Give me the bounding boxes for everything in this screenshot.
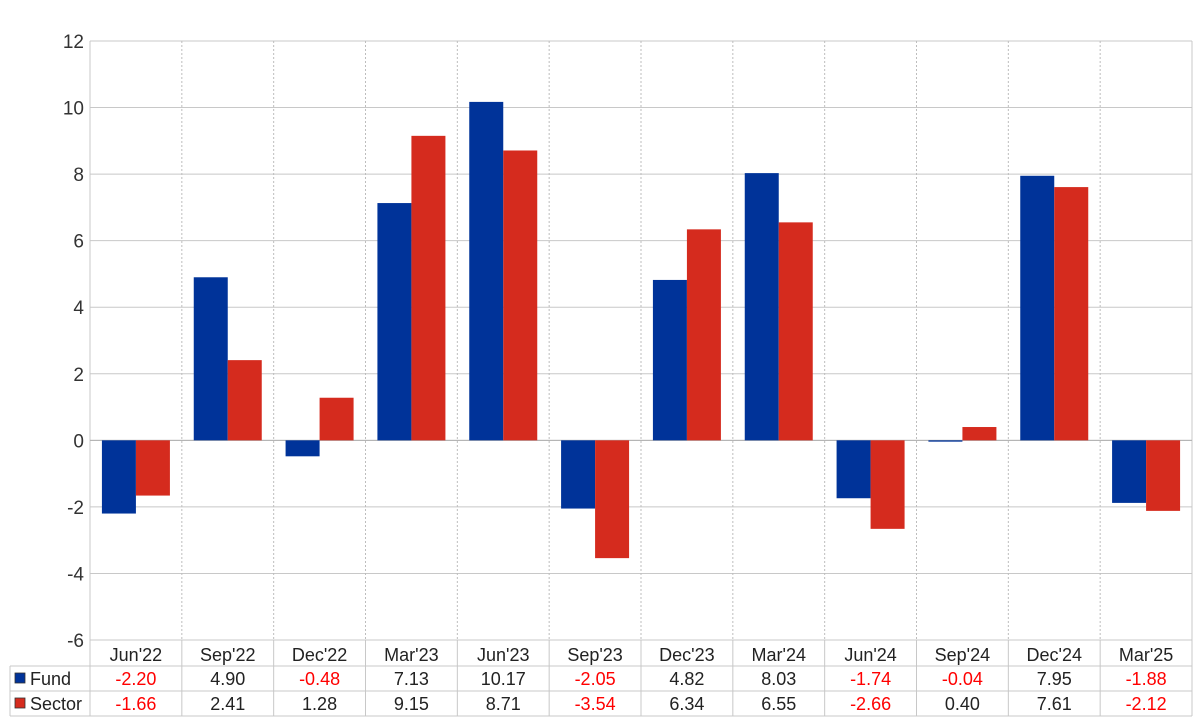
bar-fund-Dec24: [1020, 175, 1055, 441]
bar-sector-Mar23: [411, 135, 446, 441]
table-value-fund: 4.90: [210, 669, 245, 689]
bar-sector-Mar24: [778, 222, 813, 441]
table-value-sector: -3.54: [575, 694, 616, 714]
bar-sector-Sep22: [227, 360, 262, 441]
bar-sector-Dec24: [1054, 187, 1089, 441]
y-tick-label: 0: [73, 431, 84, 452]
table-value-fund: -2.05: [575, 669, 616, 689]
bar-fund-Mar25: [1112, 440, 1147, 503]
x-tick-label: Jun'22: [110, 645, 162, 665]
data-table: Jun'22 Sep'22 Dec'22 Mar'23 Jun'23 Sep'23 Dec'…: [9, 640, 1192, 717]
legend-swatch-fund: [14, 672, 26, 684]
table-value-sector: 6.34: [669, 694, 704, 714]
y-tick-label: -6: [67, 631, 84, 652]
table-value-fund: -0.48: [299, 669, 340, 689]
table-value-fund: 10.17: [481, 669, 526, 689]
y-tick-label: 6: [73, 232, 84, 253]
table-value-fund: 7.95: [1037, 669, 1072, 689]
bar-sector-Mar25: [1146, 440, 1181, 511]
table-value-sector: 9.15: [394, 694, 429, 714]
y-tick-label: -4: [67, 564, 84, 585]
table-value-fund: -1.74: [850, 669, 891, 689]
bar-sector-Jun22: [135, 440, 170, 496]
table-value-fund: 4.82: [669, 669, 704, 689]
table-value-fund: 7.13: [394, 669, 429, 689]
y-axis: -6 -4 -2 0 2 4 6 8 10 12: [63, 32, 85, 652]
bar-fund-Jun24: [836, 440, 871, 499]
table-value-sector: 1.28: [302, 694, 337, 714]
y-tick-label: 12: [63, 32, 84, 53]
y-tick-label: 2: [73, 365, 84, 386]
x-tick-label: Dec'24: [1027, 645, 1082, 665]
y-tick-label: 10: [63, 99, 84, 120]
grid-layer: [89, 40, 1193, 716]
y-tick-label: -2: [67, 498, 84, 519]
x-tick-label: Sep'24: [935, 645, 991, 665]
table-value-sector: 7.61: [1037, 694, 1072, 714]
bars-layer: [101, 101, 1181, 559]
x-tick-label: Sep'23: [567, 645, 623, 665]
x-tick-label: Jun'23: [477, 645, 529, 665]
bar-sector-Sep24: [962, 427, 997, 441]
legend-label-fund: Fund: [30, 669, 71, 689]
bar-fund-Dec23: [652, 279, 687, 441]
table-value-sector: 6.55: [761, 694, 796, 714]
x-tick-label: Mar'24: [752, 645, 806, 665]
bar-sector-Dec22: [319, 397, 354, 441]
bar-fund-Sep22: [193, 277, 228, 441]
bar-sector-Dec23: [686, 229, 721, 441]
table-value-fund: -2.20: [115, 669, 156, 689]
table-value-sector: 8.71: [486, 694, 521, 714]
bar-sector-Jun23: [503, 150, 538, 441]
x-tick-label: Dec'22: [292, 645, 347, 665]
bar-fund-Mar23: [377, 203, 412, 441]
bar-sector-Sep23: [595, 440, 630, 559]
bar-sector-Jun24: [870, 440, 905, 529]
table-value-sector: -1.66: [115, 694, 156, 714]
bar-fund-Mar24: [744, 173, 779, 441]
y-tick-label: 4: [73, 298, 84, 319]
table-value-fund: -1.88: [1126, 669, 1167, 689]
x-tick-label: Mar'25: [1119, 645, 1173, 665]
table-value-sector: 2.41: [210, 694, 245, 714]
table-value-sector: 0.40: [945, 694, 980, 714]
bar-fund-Dec22: [285, 440, 320, 457]
bar-fund-Sep24: [928, 440, 963, 442]
x-tick-label: Mar'23: [384, 645, 438, 665]
table-value-fund: -0.04: [942, 669, 983, 689]
y-tick-label: 8: [73, 165, 84, 186]
table-value-sector: -2.12: [1126, 694, 1167, 714]
bar-fund-Jun22: [101, 440, 136, 514]
table-value-sector: -2.66: [850, 694, 891, 714]
legend-label-sector: Sector: [30, 694, 82, 714]
x-tick-label: Sep'22: [200, 645, 256, 665]
bar-fund-Jun23: [469, 101, 504, 441]
table-value-fund: 8.03: [761, 669, 796, 689]
legend-swatch-sector: [14, 697, 26, 709]
x-tick-label: Jun'24: [844, 645, 896, 665]
bar-fund-Sep23: [561, 440, 596, 509]
x-tick-label: Dec'23: [659, 645, 714, 665]
